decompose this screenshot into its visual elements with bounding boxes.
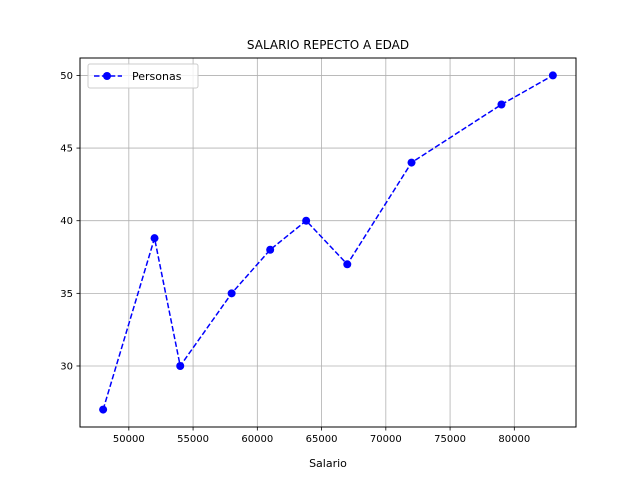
data-point	[266, 245, 275, 254]
plot-area-frame	[79, 57, 577, 428]
legend-label: Personas	[132, 70, 182, 83]
legend-marker	[103, 72, 111, 80]
x-tick-label: 70000	[370, 434, 402, 445]
series-layer	[99, 71, 557, 414]
data-point	[99, 405, 108, 414]
data-point	[150, 234, 159, 243]
data-point	[343, 260, 352, 269]
x-tick-label: 80000	[498, 434, 530, 445]
data-point	[302, 216, 311, 225]
y-tick-label: 40	[60, 216, 73, 227]
series-line	[102, 74, 554, 410]
legend-box	[87, 63, 199, 89]
data-point	[497, 100, 506, 109]
legend: Personas	[87, 63, 199, 89]
grid	[80, 58, 576, 427]
y-axis-ticks: 30 35 40 45 50	[60, 71, 80, 372]
data-point	[176, 361, 185, 370]
y-tick-label: 30	[60, 361, 73, 372]
y-tick-label: 45	[60, 144, 73, 155]
x-tick-label: 60000	[241, 434, 273, 445]
x-axis-label: Salario	[309, 457, 347, 470]
data-point	[227, 289, 236, 298]
x-tick-label: 75000	[434, 434, 466, 445]
x-tick-label: 50000	[113, 434, 145, 445]
x-axis-ticks: 50000 55000 60000 65000 70000 75000 80000	[113, 427, 530, 445]
chart-title: SALARIO REPECTO A EDAD	[247, 38, 409, 52]
data-point	[407, 158, 416, 167]
x-tick-label: 55000	[177, 434, 209, 445]
y-tick-label: 35	[60, 289, 73, 300]
x-tick-label: 65000	[306, 434, 338, 445]
y-tick-label: 50	[60, 71, 73, 82]
data-point	[548, 71, 557, 80]
